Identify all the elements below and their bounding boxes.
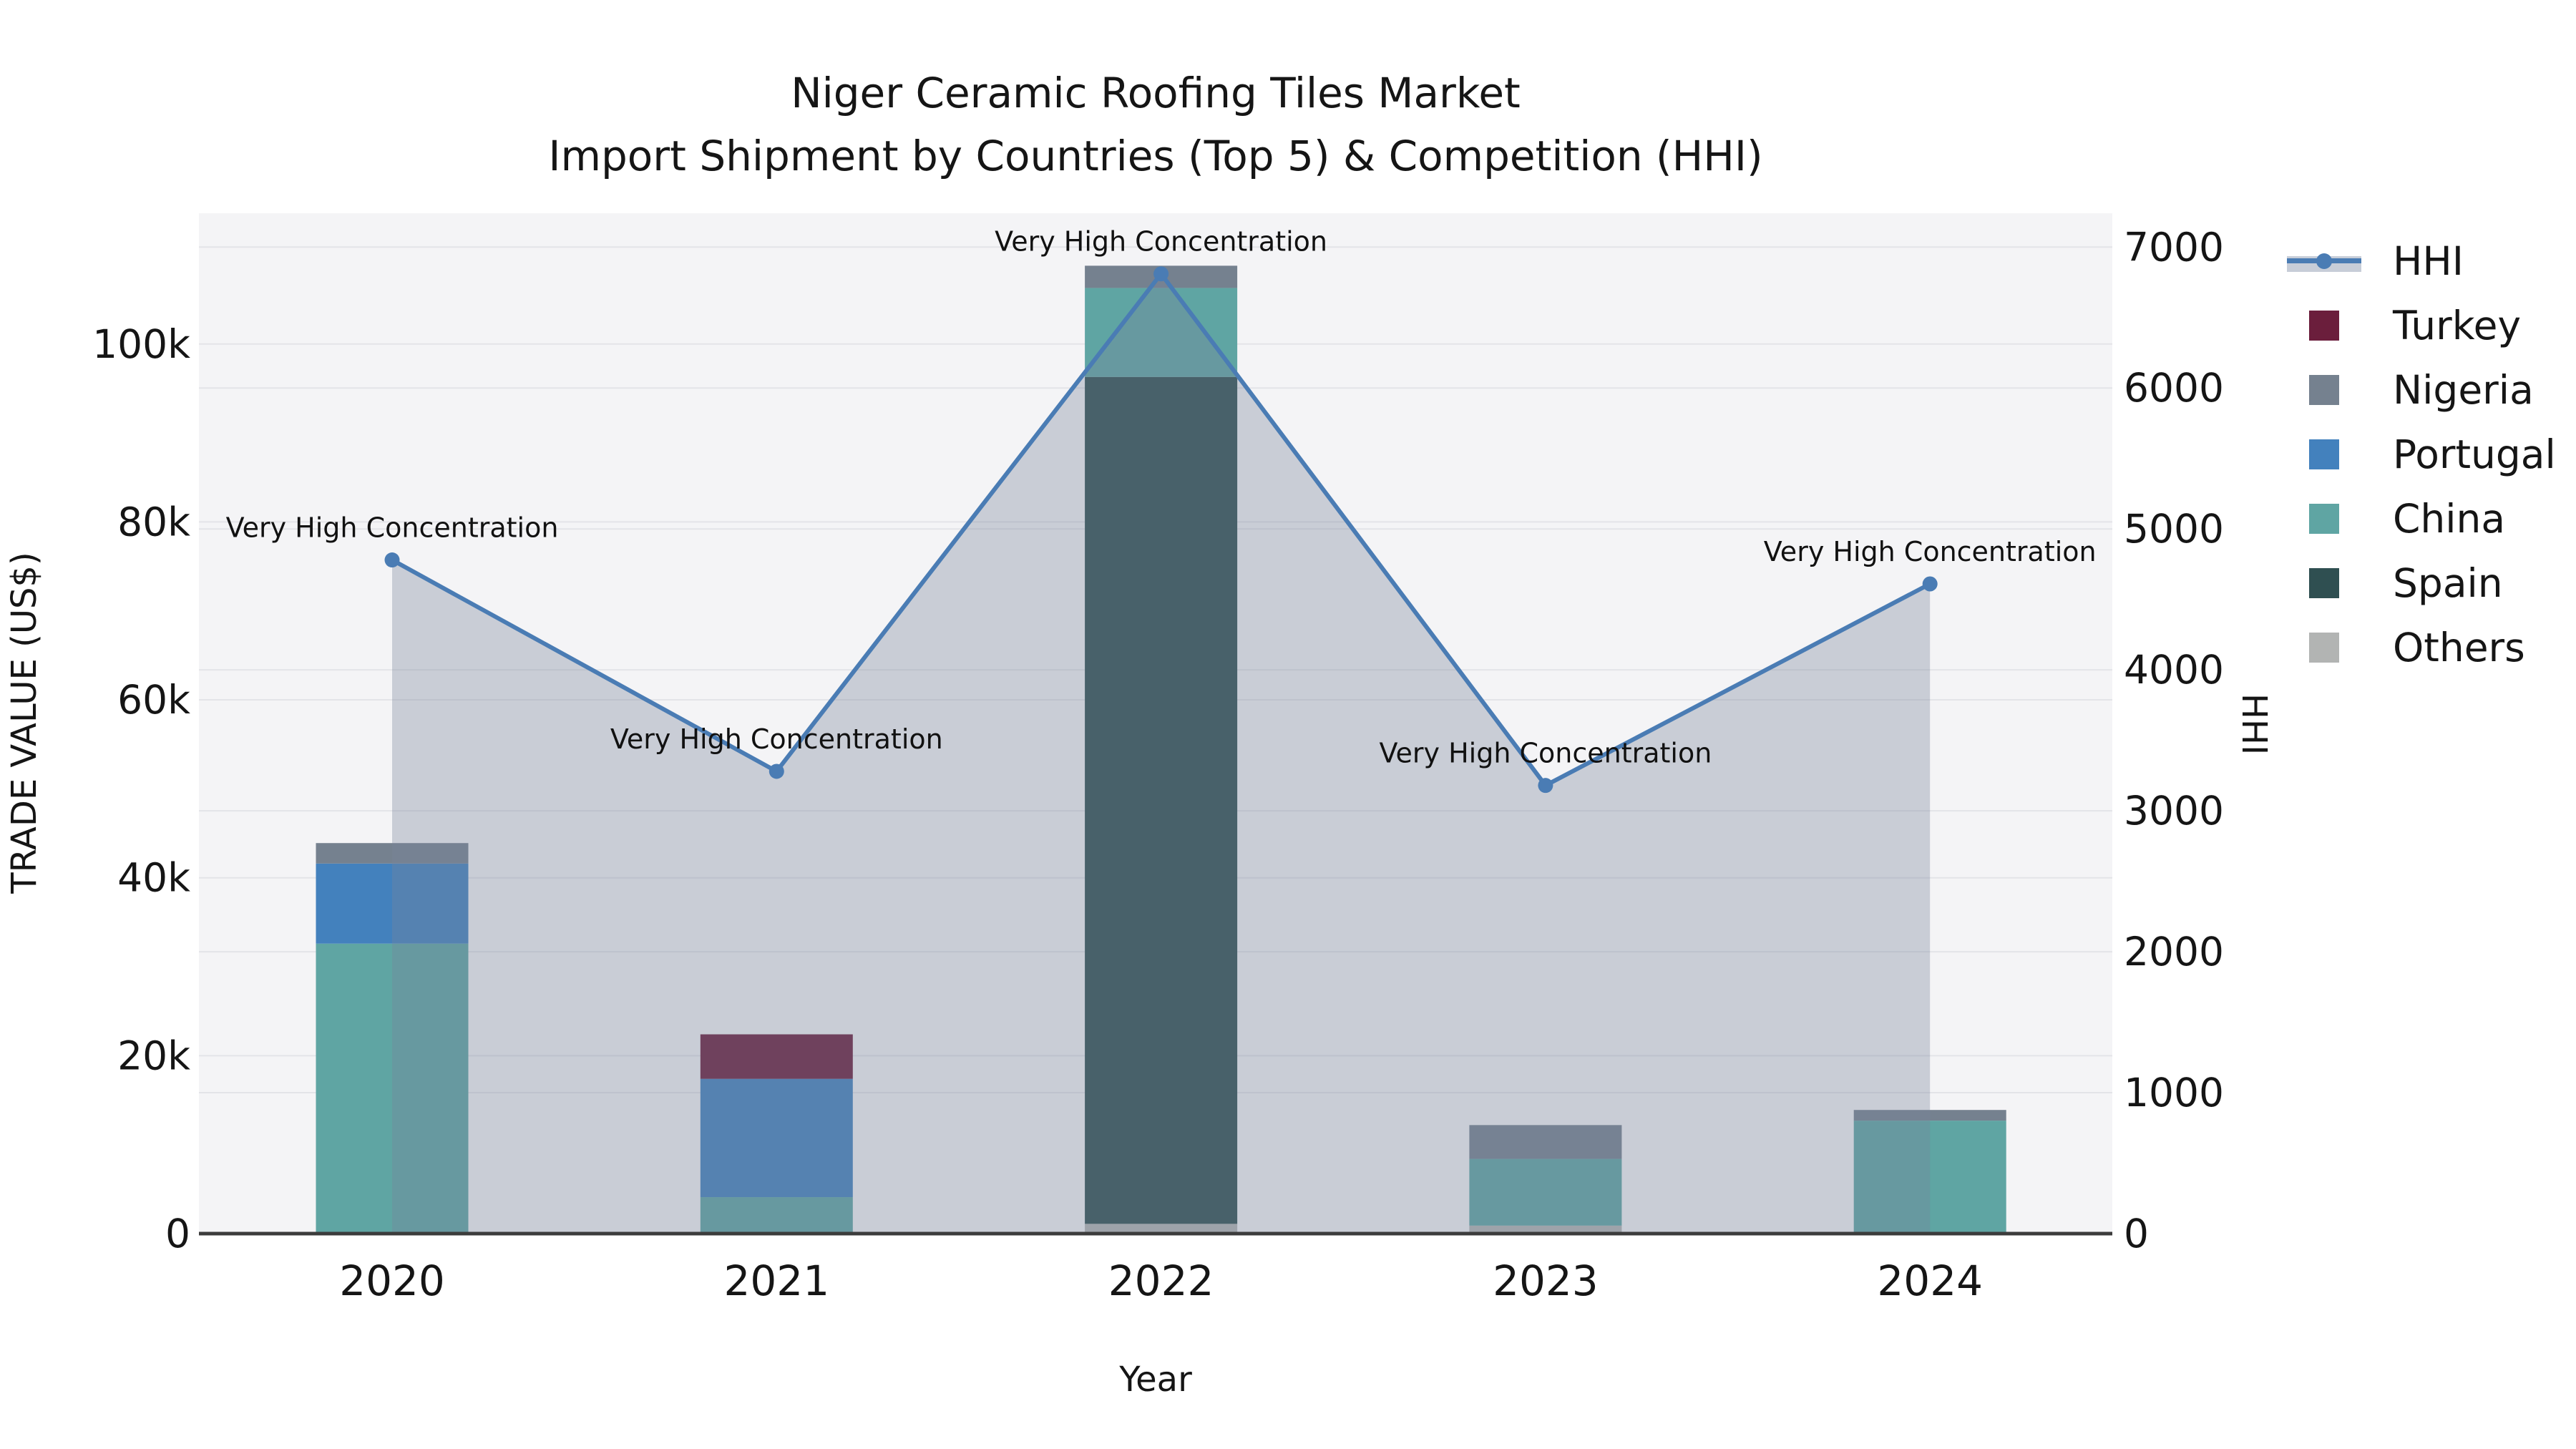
y-axis-title-right: HHI <box>2234 693 2274 756</box>
legend-item-turkey: Turkey <box>2287 293 2556 358</box>
turkey-swatch-icon <box>2309 311 2339 341</box>
hhi-annotation-2021: Very High Concentration <box>610 723 943 755</box>
y-left-tick-80k: 80k <box>117 499 190 545</box>
bar-segment-2024-nigeria <box>1853 1110 2006 1121</box>
bar-segment-2024-china <box>1853 1121 2006 1234</box>
y-right-tick-1000: 1000 <box>2124 1070 2224 1116</box>
y-left-tick-20k: 20k <box>117 1033 190 1078</box>
legend-label-china: China <box>2393 496 2506 542</box>
hhi-annotation-2020: Very High Concentration <box>226 512 559 544</box>
legend-item-others: Others <box>2287 615 2556 680</box>
bar-segment-2022-china <box>1085 288 1238 377</box>
bar-segment-2021-turkey <box>700 1034 853 1079</box>
hhi-annotation-2022: Very High Concentration <box>995 226 1327 258</box>
bar-segment-2022-spain <box>1085 376 1238 1224</box>
hhi-line-icon <box>2287 246 2361 276</box>
legend-label-hhi: HHI <box>2393 238 2464 284</box>
x-axis-title: Year <box>1119 1360 1192 1400</box>
y-right-tick-2000: 2000 <box>2124 929 2224 975</box>
y-right-tick-4000: 4000 <box>2124 647 2224 693</box>
hhi-annotation-2024: Very High Concentration <box>1764 536 2097 567</box>
x-tick-2022: 2022 <box>1108 1257 1214 1305</box>
x-tick-2023: 2023 <box>1493 1257 1599 1305</box>
bar-segment-2023-others <box>1469 1225 1622 1234</box>
chart-title: Niger Ceramic Roofing Tiles Market Impor… <box>199 62 2112 187</box>
bar-segment-2023-nigeria <box>1469 1125 1622 1159</box>
china-swatch-icon <box>2309 504 2339 534</box>
x-tick-2020: 2020 <box>339 1257 445 1305</box>
legend-swatch-icon <box>2287 504 2361 534</box>
hhi-marker-2023 <box>1538 778 1553 794</box>
legend-line-sample-icon <box>2287 246 2361 276</box>
bar-segment-2020-china <box>316 943 469 1234</box>
y-right-tick-6000: 6000 <box>2124 365 2224 411</box>
bar-segment-2020-portugal <box>316 863 469 944</box>
legend-item-spain: Spain <box>2287 551 2556 615</box>
hhi-annotation-2023: Very High Concentration <box>1379 738 1712 769</box>
legend-swatch-icon <box>2287 633 2361 663</box>
legend-swatch-icon <box>2287 311 2361 341</box>
y-left-tick-40k: 40k <box>117 855 190 901</box>
spain-swatch-icon <box>2309 568 2339 598</box>
bar-segment-2020-nigeria <box>316 843 469 864</box>
legend-label-others: Others <box>2393 625 2525 670</box>
bar-segment-2021-portugal <box>700 1078 853 1198</box>
hhi-marker-2022 <box>1153 266 1169 282</box>
legend-label-portugal: Portugal <box>2393 431 2556 477</box>
others-swatch-icon <box>2309 633 2339 663</box>
legend-label-spain: Spain <box>2393 560 2503 606</box>
y-right-tick-0: 0 <box>2124 1211 2149 1257</box>
legend-label-turkey: Turkey <box>2393 303 2521 348</box>
hhi-marker-2024 <box>1922 576 1938 592</box>
y-right-tick-7000: 7000 <box>2124 224 2224 270</box>
legend-swatch-icon <box>2287 568 2361 598</box>
bar-segment-2023-china <box>1469 1158 1622 1226</box>
x-tick-2021: 2021 <box>723 1257 829 1305</box>
bar-segment-2022-others <box>1085 1224 1238 1234</box>
legend-item-nigeria: Nigeria <box>2287 358 2556 422</box>
y-left-tick-0: 0 <box>165 1211 190 1257</box>
nigeria-swatch-icon <box>2309 375 2339 405</box>
y-right-tick-5000: 5000 <box>2124 506 2224 552</box>
hhi-marker-2020 <box>384 552 400 568</box>
x-tick-2024: 2024 <box>1877 1257 1983 1305</box>
legend-swatch-icon <box>2287 439 2361 469</box>
hhi-marker-2021 <box>769 763 784 779</box>
legend: HHI Turkey Nigeria Portugal China Spain Others <box>2287 229 2556 680</box>
y-axis-title-left: TRADE VALUE (US$) <box>4 552 44 894</box>
hhi-sample-dot <box>2316 253 2332 269</box>
portugal-swatch-icon <box>2309 439 2339 469</box>
chart-title-line1: Niger Ceramic Roofing Tiles Market <box>791 69 1521 117</box>
legend-label-nigeria: Nigeria <box>2393 367 2534 413</box>
hhi-area-fill <box>392 273 1931 1234</box>
y-right-tick-3000: 3000 <box>2124 788 2224 834</box>
legend-item-portugal: Portugal <box>2287 422 2556 487</box>
bar-segment-2021-china <box>700 1197 853 1234</box>
chart-title-line2: Import Shipment by Countries (Top 5) & C… <box>548 132 1763 180</box>
legend-item-china: China <box>2287 487 2556 551</box>
legend-item-hhi: HHI <box>2287 229 2556 293</box>
y-left-tick-60k: 60k <box>117 677 190 723</box>
legend-swatch-icon <box>2287 375 2361 405</box>
y-left-tick-100k: 100k <box>92 321 190 367</box>
